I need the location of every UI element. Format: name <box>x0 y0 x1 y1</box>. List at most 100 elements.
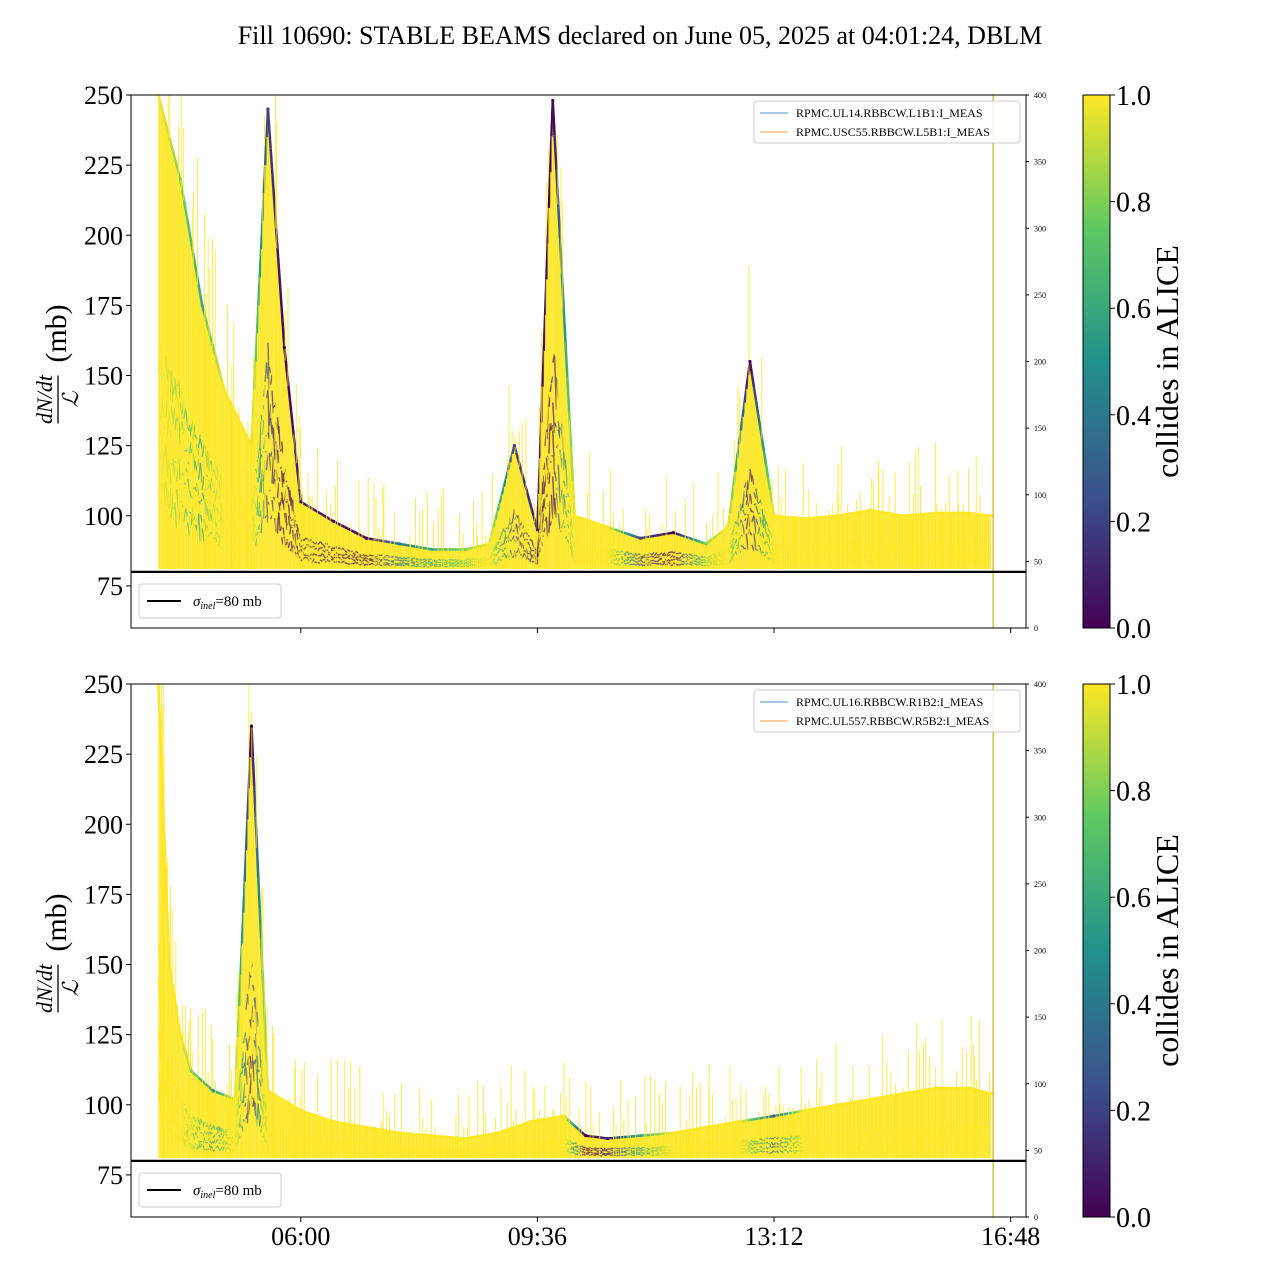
data-trace <box>515 549 519 554</box>
data-trace <box>583 1148 586 1151</box>
data-edge <box>355 531 359 536</box>
data-trace <box>495 561 499 565</box>
data-edge <box>186 221 191 232</box>
data-band <box>797 1111 800 1159</box>
data-point <box>638 1134 642 1138</box>
data-point <box>364 536 369 540</box>
data-trace <box>390 1147 395 1151</box>
data-trace <box>773 549 777 552</box>
data-trace <box>985 555 988 558</box>
data-trace <box>256 1069 260 1101</box>
data-trace <box>176 1142 180 1145</box>
data-band <box>829 1105 833 1159</box>
data-trace <box>174 503 178 529</box>
data-trace <box>322 1138 326 1143</box>
data-trace <box>927 547 931 551</box>
data-edge <box>569 446 575 482</box>
data-point <box>364 1125 369 1129</box>
data-edge <box>172 993 177 1000</box>
data-trace <box>581 1153 585 1156</box>
data-trace <box>714 559 718 563</box>
data-trace <box>287 504 291 517</box>
y-tick-label: 250 <box>84 670 123 699</box>
data-trace <box>188 511 192 515</box>
data-trace <box>963 1147 967 1150</box>
data-band <box>774 515 777 570</box>
data-trace <box>185 409 189 427</box>
data-trace <box>492 560 497 565</box>
data-trace <box>303 546 307 550</box>
data-trace <box>303 554 307 556</box>
data-trace <box>366 1145 370 1149</box>
data-point <box>178 1033 182 1037</box>
data-trace <box>319 1146 323 1149</box>
data-trace <box>268 453 272 471</box>
data-trace <box>850 547 855 552</box>
data-trace <box>352 554 357 559</box>
data-trace <box>718 559 722 562</box>
data-trace <box>341 547 345 551</box>
data-trace <box>157 1028 160 1047</box>
data-trace <box>656 555 660 559</box>
data-band <box>258 277 260 570</box>
data-point <box>430 547 434 552</box>
data-edge <box>197 284 202 296</box>
data-band <box>328 1119 331 1159</box>
data-trace <box>753 533 757 550</box>
data-trace <box>374 1151 378 1155</box>
data-trace <box>448 562 452 566</box>
data-trace <box>941 540 945 545</box>
data-trace <box>511 535 516 540</box>
data-trace <box>700 1146 704 1150</box>
data-trace <box>242 1119 246 1123</box>
data-trace <box>183 407 187 419</box>
data-edge <box>199 1078 204 1082</box>
data-edge <box>257 277 261 306</box>
data-trace <box>626 551 630 556</box>
data-trace <box>753 1142 757 1145</box>
data-trace <box>831 1139 836 1143</box>
data-band <box>936 1087 939 1159</box>
data-trace <box>550 494 554 519</box>
data-trace <box>583 1151 586 1154</box>
data-trace <box>173 1104 176 1108</box>
data-trace <box>828 558 833 564</box>
data-edge <box>726 513 732 528</box>
data-point <box>934 1086 938 1090</box>
data-trace <box>759 1145 763 1149</box>
data-trace <box>897 548 901 552</box>
data-trace <box>864 1142 868 1145</box>
data-trace <box>678 552 682 555</box>
y2-tick-label: 200 <box>1034 947 1046 956</box>
data-trace <box>786 553 790 557</box>
data-trace <box>823 1137 827 1141</box>
data-point <box>772 1114 776 1118</box>
data-trace <box>577 554 581 558</box>
data-trace <box>968 1139 972 1143</box>
data-band <box>681 535 685 570</box>
data-trace <box>278 425 281 450</box>
data-trace <box>867 543 871 547</box>
data-trace <box>725 554 729 557</box>
data-trace <box>552 353 556 363</box>
data-trace <box>259 1114 262 1127</box>
data-trace <box>757 512 761 515</box>
data-edge <box>280 307 285 328</box>
data-trace <box>459 560 463 564</box>
data-trace <box>401 1147 406 1151</box>
data-trace <box>970 552 974 559</box>
data-trace <box>541 475 545 495</box>
data-trace <box>557 464 561 501</box>
data-trace <box>968 547 972 553</box>
data-edge <box>556 204 562 240</box>
data-trace <box>374 1149 378 1152</box>
data-trace <box>238 1135 242 1139</box>
y2-tick-label: 100 <box>1034 1080 1046 1089</box>
data-trace <box>183 482 187 486</box>
data-trace <box>581 1148 585 1151</box>
data-trace <box>219 1127 223 1133</box>
data-edge <box>243 850 248 882</box>
data-trace <box>257 1103 261 1126</box>
data-edge <box>216 1090 220 1095</box>
data-trace <box>957 1140 962 1145</box>
